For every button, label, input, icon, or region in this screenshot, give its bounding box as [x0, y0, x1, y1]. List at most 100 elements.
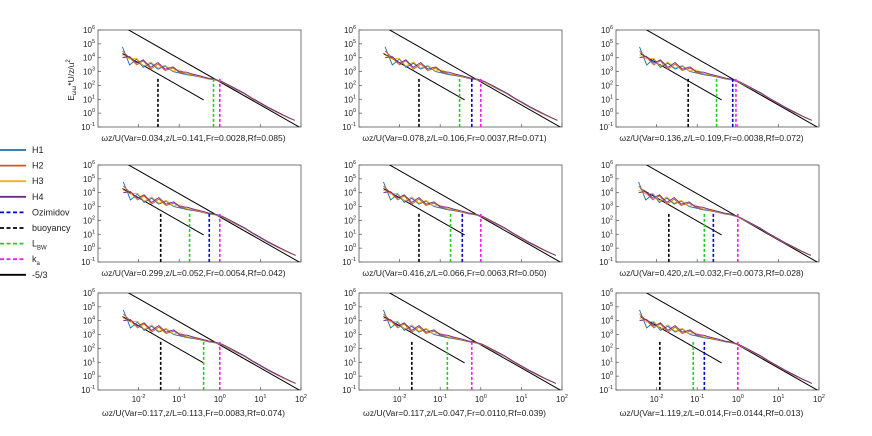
legend-label: H1 — [32, 145, 44, 155]
x-tick-label: 100 — [214, 394, 226, 404]
y-tick-label: 104 — [83, 316, 95, 326]
plot-area — [122, 165, 301, 262]
slope-line-lower — [122, 53, 204, 101]
panel-xlabel: ωz/U(Var=0.117,z/L=0.113,Fr=0.0083,Rf=0.… — [102, 408, 285, 418]
panel-xlabel: ωz/U(Var=0.078,z/L=0.106,Fr=0.0037,Rf=0.… — [362, 133, 546, 143]
y-tick-label: 100 — [601, 243, 613, 253]
y-tick-label: 103 — [601, 202, 613, 212]
series-h4 — [123, 191, 296, 256]
y-tick-label: 101 — [601, 94, 613, 104]
slope-line-lower — [640, 316, 722, 364]
y-tick-label: 103 — [83, 67, 95, 77]
y-tick-label: 106 — [83, 288, 95, 298]
y-tick-label: 101 — [601, 357, 613, 367]
slope-line-lower — [383, 316, 465, 364]
y-tick-label: 106 — [83, 160, 95, 170]
panel-xlabel: ωz/U(Var=0.034,z/L=0.141,Fr=0.0028,Rf=0.… — [101, 133, 285, 143]
y-tick-label: 105 — [83, 302, 95, 312]
x-tick-label: 102 — [813, 394, 825, 404]
plot-area — [638, 165, 819, 262]
panel-frame — [358, 164, 563, 263]
y-tick-label: 102 — [83, 343, 95, 353]
x-tick-label: 10-1 — [690, 394, 704, 404]
x-tick-label: 102 — [556, 394, 568, 404]
legend: H1 H2 H3 H4 Ozimidov buoyancy LBW ka -5/3 — [0, 145, 71, 280]
y-tick-label: 101 — [344, 229, 356, 239]
y-tick-label: 106 — [601, 288, 613, 298]
y-tick-label: 100 — [344, 243, 356, 253]
y-tick-label: 105 — [601, 39, 613, 49]
y-tick-label: 105 — [344, 39, 356, 49]
y-tick-label: 106 — [83, 25, 95, 35]
plot-area — [383, 30, 562, 127]
y-tick-label: 105 — [83, 174, 95, 184]
y-tick-label: 10-1 — [81, 257, 95, 267]
y-tick-label: 104 — [601, 53, 613, 63]
panel-8: 10-1 100 101 102 103 104 105 106 10-2 10-1 100 101 1… — [342, 288, 568, 418]
y-tick-label: 104 — [601, 188, 613, 198]
panel-xlabel: ωz/U(Var=0.136,z/L=0.109,Fr=0.0038,Rf=0.… — [619, 133, 803, 143]
y-tick-label: 101 — [83, 229, 95, 239]
panel-xlabel: ωz/U(Var=0.420,z/L=0.032,Fr=0.0073,Rf=0.… — [619, 268, 803, 278]
series-h4 — [123, 319, 296, 384]
x-tick-label: 10-2 — [650, 394, 664, 404]
plot-area — [383, 165, 562, 262]
y-tick-label: 10-1 — [342, 257, 356, 267]
y-axis-label: Eωω*U/z/u2 — [66, 59, 78, 101]
y-tick-label: 100 — [83, 108, 95, 118]
panel-xlabel: ωz/U(Var=1.119,z/L=0.014,Fr=0.0144,Rf=0.… — [620, 408, 804, 418]
series-h4 — [639, 319, 812, 384]
slope-line-upper — [127, 293, 301, 390]
y-tick-label: 106 — [344, 288, 356, 298]
y-tick-label: 106 — [601, 25, 613, 35]
panel-frame — [615, 292, 820, 391]
y-tick-label: 103 — [344, 202, 356, 212]
legend-item-l: LBW — [0, 239, 47, 252]
legend-item-k: ka — [0, 254, 41, 267]
slope-line-upper — [645, 293, 819, 390]
legend-label: Ozimidov — [32, 207, 70, 217]
y-tick-label: 102 — [83, 215, 95, 225]
panel-frame — [358, 292, 563, 391]
legend-label: H2 — [32, 161, 44, 171]
slope-line-lower — [640, 188, 722, 236]
y-tick-label: 100 — [601, 108, 613, 118]
x-tick-label: 101 — [515, 394, 527, 404]
panel-2: 10-1 100 101 102 103 104 105 106 ωz/U(Var=0.078,… — [342, 25, 563, 143]
series-h4 — [383, 319, 556, 384]
panel-xlabel: ωz/U(Var=0.117,z/L=0.047,Fr=0.0110,Rf=0.… — [363, 408, 546, 418]
slope-line-upper — [645, 165, 819, 262]
panel-frame — [97, 292, 302, 391]
slope-line-lower — [383, 188, 465, 236]
legend-label: -5/3 — [32, 270, 48, 280]
y-tick-label: 100 — [83, 243, 95, 253]
legend-item-h1: H1 — [0, 145, 44, 155]
legend-item-ozimidov: Ozimidov — [0, 207, 70, 217]
slope-line-upper — [127, 30, 301, 127]
slope-line-upper — [388, 165, 562, 262]
y-tick-label: 10-1 — [81, 122, 95, 132]
panel-5: 10-1 100 101 102 103 104 105 106 ωz/U(Var=0.416,… — [342, 160, 563, 278]
slope-line-upper — [127, 165, 301, 262]
panel-frame — [97, 164, 302, 263]
y-tick-label: 103 — [344, 67, 356, 77]
y-tick-label: 104 — [344, 316, 356, 326]
y-tick-label: 101 — [344, 357, 356, 367]
legend-label: LBW — [32, 239, 47, 252]
plot-area — [122, 293, 301, 390]
y-tick-label: 103 — [601, 67, 613, 77]
y-tick-label: 102 — [601, 343, 613, 353]
panel-7: 10-1 100 101 102 103 104 105 106 10-2 10-1 100 101 1… — [81, 288, 307, 418]
x-tick-label: 102 — [295, 394, 307, 404]
y-tick-label: 106 — [601, 160, 613, 170]
legend-item-h3: H3 — [0, 176, 44, 186]
panel-frame — [358, 29, 563, 128]
y-tick-label: 100 — [344, 108, 356, 118]
legend-label: H4 — [32, 192, 44, 202]
y-tick-label: 102 — [601, 215, 613, 225]
panel-1: 10-1 100 101 102 103 104 105 106 ωz/U(Var=0.034,… — [81, 25, 302, 143]
series-h4 — [638, 191, 812, 256]
y-tick-label: 101 — [601, 229, 613, 239]
y-tick-label: 104 — [83, 53, 95, 63]
y-tick-label: 101 — [83, 94, 95, 104]
